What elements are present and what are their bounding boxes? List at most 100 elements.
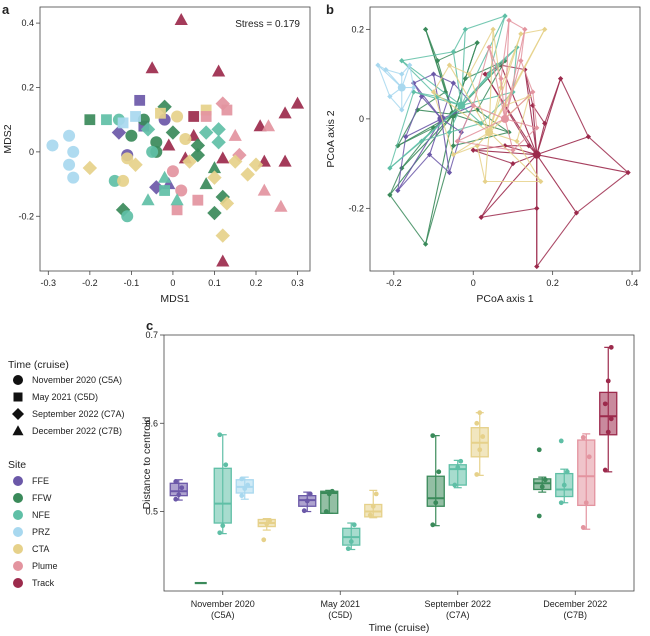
pcoa-point-track bbox=[526, 143, 532, 149]
pcoa-point-nfe bbox=[450, 49, 457, 55]
box-point-nfe bbox=[348, 539, 354, 544]
panel-c-xtick-label: December 2022 bbox=[543, 599, 607, 609]
pcoa-point-prz bbox=[399, 107, 405, 113]
box-point-cta bbox=[367, 512, 373, 518]
pcoa-point-plume bbox=[454, 138, 460, 144]
pcoa-point-cta bbox=[538, 178, 544, 185]
box-point-track bbox=[608, 344, 614, 350]
pcoa-point-ffw bbox=[474, 40, 480, 46]
pcoa-spoke-plume bbox=[504, 29, 526, 119]
pcoa-point-ffe bbox=[446, 169, 453, 176]
nmds-point-cta bbox=[219, 196, 235, 211]
legend-diamond-icon bbox=[12, 408, 24, 420]
pcoa-point-ffw bbox=[442, 89, 449, 95]
pcoa-point-plume bbox=[470, 102, 476, 109]
box-point-track bbox=[602, 401, 608, 407]
pcoa-point-ffw bbox=[434, 58, 441, 64]
pcoa-spoke-nfe bbox=[389, 105, 462, 169]
pcoa-spoke-nfe bbox=[460, 15, 506, 106]
panel-a-points bbox=[46, 12, 305, 267]
legend-time-label: May 2021 (C5D) bbox=[32, 392, 98, 402]
nmds-point-nfe bbox=[121, 210, 134, 223]
pcoa-spoke-track bbox=[512, 154, 537, 165]
box-point-nfe bbox=[561, 482, 567, 488]
pcoa-spoke-track bbox=[536, 154, 629, 174]
legend-circle-icon bbox=[13, 375, 23, 385]
nmds-point-nfe bbox=[101, 114, 112, 126]
pcoa-point-cta bbox=[450, 152, 457, 158]
stress-annotation: Stress = 0.179 bbox=[235, 19, 300, 30]
nmds-point-nfe bbox=[108, 174, 121, 187]
nmds-point-cta bbox=[117, 174, 130, 187]
pcoa-spoke-track bbox=[536, 123, 546, 155]
pcoa-spoke-track bbox=[536, 154, 577, 214]
pcoa-spoke-cta bbox=[488, 29, 546, 133]
panel-b-spokes bbox=[375, 13, 631, 270]
legend-site-swatch bbox=[13, 493, 23, 503]
pcoa-point-prz bbox=[383, 67, 389, 73]
legend-site-swatch bbox=[13, 527, 23, 537]
box-point-ffw bbox=[536, 513, 542, 519]
panel-label-c: c bbox=[146, 318, 153, 333]
nmds-point-plume bbox=[221, 104, 233, 116]
box-point-prz bbox=[242, 486, 248, 491]
legend-time-label: November 2020 (C5A) bbox=[32, 375, 122, 385]
box-point-ffe bbox=[304, 498, 310, 504]
box-point-nfe bbox=[220, 523, 226, 529]
pcoa-spoke-plume bbox=[504, 60, 522, 120]
pcoa-spoke-plume bbox=[473, 104, 506, 120]
panel-a-xtick-label: -0.1 bbox=[124, 278, 140, 288]
pcoa-centroid-prz bbox=[397, 83, 406, 92]
box-point-ffw bbox=[542, 477, 548, 483]
panel-c-xtick-label: November 2020 bbox=[191, 599, 255, 609]
panel-c-xlabel: Time (cruise) bbox=[369, 622, 430, 634]
nmds-point-cta bbox=[179, 133, 192, 145]
box-point-nfe bbox=[217, 432, 223, 438]
nmds-point-nfe bbox=[146, 145, 159, 158]
nmds-point-track bbox=[253, 119, 267, 132]
nmds-point-prz bbox=[63, 129, 76, 142]
legend-site-label: CTA bbox=[32, 544, 49, 554]
box-ffw bbox=[320, 490, 339, 514]
pcoa-point-plume bbox=[506, 17, 512, 24]
panel-b-xtick-label: -0.2 bbox=[386, 278, 402, 288]
legend-time-title: Time (cruise) bbox=[8, 359, 69, 371]
pcoa-spoke-cta bbox=[488, 105, 506, 133]
pcoa-spoke-plume bbox=[504, 118, 537, 129]
nmds-point-prz bbox=[46, 139, 59, 152]
box-point-ffw bbox=[436, 469, 442, 475]
nmds-point-ffw bbox=[165, 125, 181, 140]
box-point-ffe bbox=[173, 479, 179, 484]
legend-time-label: December 2022 (C7B) bbox=[32, 426, 122, 436]
pcoa-point-track bbox=[502, 143, 508, 149]
panel-a-xtick-label: -0.2 bbox=[82, 278, 98, 288]
panel-c-xtick-sublabel: (C7B) bbox=[563, 610, 587, 620]
pcoa-spoke-cta bbox=[488, 29, 494, 133]
pcoa-spoke-nfe bbox=[460, 105, 482, 124]
nmds-point-track bbox=[145, 61, 159, 74]
pcoa-point-prz bbox=[375, 62, 381, 68]
pcoa-spoke-nfe bbox=[401, 60, 462, 106]
panel-b-xtick-label: 0.2 bbox=[546, 278, 559, 288]
pcoa-point-plume bbox=[486, 44, 492, 50]
box-point-nfe bbox=[458, 458, 464, 464]
nmds-point-ffw bbox=[207, 161, 222, 174]
pcoa-spoke-plume bbox=[488, 47, 506, 119]
legend-site-label: Track bbox=[32, 578, 55, 588]
legend-site-swatch bbox=[13, 561, 23, 571]
pcoa-point-ffw bbox=[422, 241, 429, 247]
nmds-point-ffw bbox=[207, 205, 222, 221]
panel-c-xtick-sublabel: (C5D) bbox=[328, 610, 352, 620]
legend-site-items: FFE FFW NFE PRZ CTA Plume Track bbox=[13, 476, 58, 588]
pcoa-point-nfe bbox=[411, 89, 417, 95]
panel-label-b: b bbox=[326, 2, 334, 17]
box-point-nfe bbox=[558, 500, 564, 506]
pcoa-centroid-plume bbox=[501, 114, 509, 123]
panel-b-ytick-label: 0.2 bbox=[351, 24, 364, 34]
nmds-point-ffw bbox=[157, 99, 172, 115]
pcoa-point-nfe bbox=[446, 129, 453, 135]
pcoa-point-track bbox=[625, 169, 631, 176]
box-nfe bbox=[213, 467, 232, 524]
nmds-point-prz bbox=[130, 111, 141, 122]
nmds-point-plume bbox=[261, 119, 276, 132]
